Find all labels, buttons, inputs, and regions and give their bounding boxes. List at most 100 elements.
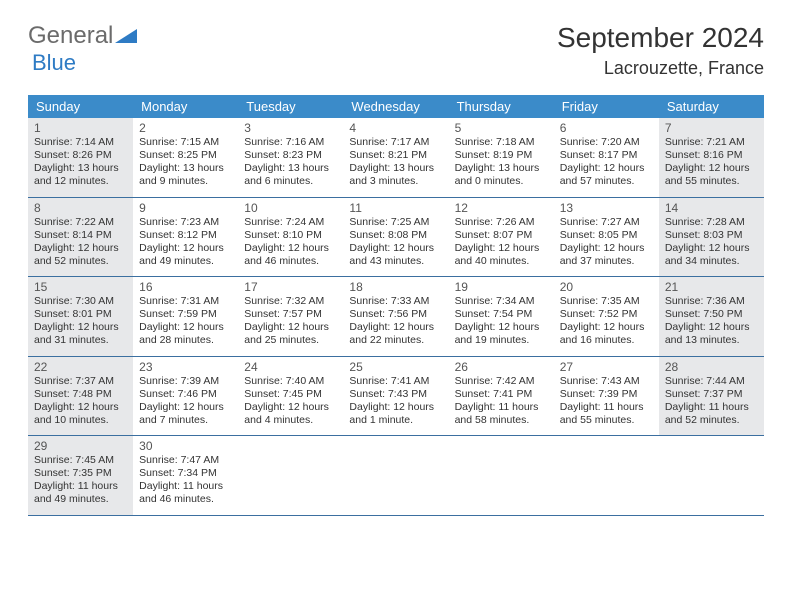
daylight-text: Daylight: 12 hours	[455, 242, 548, 255]
day-number: 22	[34, 360, 127, 374]
sunset-text: Sunset: 7:39 PM	[560, 388, 653, 401]
sunrise-text: Sunrise: 7:47 AM	[139, 454, 232, 467]
calendar-cell-empty	[343, 436, 448, 515]
daylight-text: and 7 minutes.	[139, 414, 232, 427]
daylight-text: Daylight: 12 hours	[244, 242, 337, 255]
sunset-text: Sunset: 8:14 PM	[34, 229, 127, 242]
calendar-cell: 29Sunrise: 7:45 AMSunset: 7:35 PMDayligh…	[28, 436, 133, 515]
daylight-text: and 4 minutes.	[244, 414, 337, 427]
page-header: General September 2024 Lacrouzette, Fran…	[28, 22, 764, 79]
day-header-mon: Monday	[133, 95, 238, 118]
calendar-week: 29Sunrise: 7:45 AMSunset: 7:35 PMDayligh…	[28, 436, 764, 516]
daylight-text: Daylight: 11 hours	[34, 480, 127, 493]
sunrise-text: Sunrise: 7:17 AM	[349, 136, 442, 149]
daylight-text: Daylight: 11 hours	[139, 480, 232, 493]
daylight-text: Daylight: 12 hours	[139, 401, 232, 414]
day-header-wed: Wednesday	[343, 95, 448, 118]
daylight-text: and 46 minutes.	[139, 493, 232, 506]
sunrise-text: Sunrise: 7:36 AM	[665, 295, 758, 308]
daylight-text: and 19 minutes.	[455, 334, 548, 347]
day-header-sat: Saturday	[659, 95, 764, 118]
daylight-text: Daylight: 13 hours	[244, 162, 337, 175]
day-header-tue: Tuesday	[238, 95, 343, 118]
daylight-text: and 13 minutes.	[665, 334, 758, 347]
day-header-row: Sunday Monday Tuesday Wednesday Thursday…	[28, 95, 764, 118]
daylight-text: and 43 minutes.	[349, 255, 442, 268]
day-number: 24	[244, 360, 337, 374]
sunset-text: Sunset: 8:17 PM	[560, 149, 653, 162]
sunset-text: Sunset: 8:21 PM	[349, 149, 442, 162]
calendar-cell: 1Sunrise: 7:14 AMSunset: 8:26 PMDaylight…	[28, 118, 133, 197]
sunset-text: Sunset: 7:50 PM	[665, 308, 758, 321]
calendar-cell: 27Sunrise: 7:43 AMSunset: 7:39 PMDayligh…	[554, 357, 659, 436]
sunset-text: Sunset: 7:35 PM	[34, 467, 127, 480]
day-number: 27	[560, 360, 653, 374]
calendar-cell: 20Sunrise: 7:35 AMSunset: 7:52 PMDayligh…	[554, 277, 659, 356]
daylight-text: and 0 minutes.	[455, 175, 548, 188]
sunset-text: Sunset: 8:01 PM	[34, 308, 127, 321]
sunset-text: Sunset: 7:41 PM	[455, 388, 548, 401]
sunrise-text: Sunrise: 7:23 AM	[139, 216, 232, 229]
calendar-cell: 16Sunrise: 7:31 AMSunset: 7:59 PMDayligh…	[133, 277, 238, 356]
sunrise-text: Sunrise: 7:27 AM	[560, 216, 653, 229]
sunrise-text: Sunrise: 7:20 AM	[560, 136, 653, 149]
sunset-text: Sunset: 8:03 PM	[665, 229, 758, 242]
daylight-text: Daylight: 13 hours	[349, 162, 442, 175]
sunrise-text: Sunrise: 7:22 AM	[34, 216, 127, 229]
daylight-text: Daylight: 12 hours	[139, 321, 232, 334]
calendar-week: 22Sunrise: 7:37 AMSunset: 7:48 PMDayligh…	[28, 357, 764, 437]
sunrise-text: Sunrise: 7:15 AM	[139, 136, 232, 149]
daylight-text: and 55 minutes.	[560, 414, 653, 427]
daylight-text: and 52 minutes.	[34, 255, 127, 268]
sunrise-text: Sunrise: 7:37 AM	[34, 375, 127, 388]
sunset-text: Sunset: 8:25 PM	[139, 149, 232, 162]
sunset-text: Sunset: 7:59 PM	[139, 308, 232, 321]
day-number: 15	[34, 280, 127, 294]
daylight-text: Daylight: 12 hours	[349, 321, 442, 334]
calendar-cell-empty	[449, 436, 554, 515]
sunset-text: Sunset: 7:43 PM	[349, 388, 442, 401]
day-number: 21	[665, 280, 758, 294]
day-number: 3	[244, 121, 337, 135]
daylight-text: and 58 minutes.	[455, 414, 548, 427]
daylight-text: and 6 minutes.	[244, 175, 337, 188]
sunrise-text: Sunrise: 7:34 AM	[455, 295, 548, 308]
day-header-fri: Friday	[554, 95, 659, 118]
daylight-text: and 9 minutes.	[139, 175, 232, 188]
daylight-text: and 49 minutes.	[34, 493, 127, 506]
daylight-text: Daylight: 12 hours	[349, 242, 442, 255]
sunrise-text: Sunrise: 7:26 AM	[455, 216, 548, 229]
daylight-text: Daylight: 11 hours	[665, 401, 758, 414]
sunset-text: Sunset: 7:46 PM	[139, 388, 232, 401]
day-number: 18	[349, 280, 442, 294]
daylight-text: Daylight: 12 hours	[665, 242, 758, 255]
calendar-cell: 24Sunrise: 7:40 AMSunset: 7:45 PMDayligh…	[238, 357, 343, 436]
sunrise-text: Sunrise: 7:18 AM	[455, 136, 548, 149]
sunset-text: Sunset: 7:37 PM	[665, 388, 758, 401]
calendar-cell: 8Sunrise: 7:22 AMSunset: 8:14 PMDaylight…	[28, 198, 133, 277]
day-number: 9	[139, 201, 232, 215]
calendar-cell: 6Sunrise: 7:20 AMSunset: 8:17 PMDaylight…	[554, 118, 659, 197]
day-number: 7	[665, 121, 758, 135]
daylight-text: and 55 minutes.	[665, 175, 758, 188]
daylight-text: Daylight: 12 hours	[244, 321, 337, 334]
daylight-text: and 12 minutes.	[34, 175, 127, 188]
daylight-text: and 25 minutes.	[244, 334, 337, 347]
day-number: 10	[244, 201, 337, 215]
calendar-cell: 9Sunrise: 7:23 AMSunset: 8:12 PMDaylight…	[133, 198, 238, 277]
calendar-cell: 15Sunrise: 7:30 AMSunset: 8:01 PMDayligh…	[28, 277, 133, 356]
calendar-cell: 2Sunrise: 7:15 AMSunset: 8:25 PMDaylight…	[133, 118, 238, 197]
daylight-text: and 52 minutes.	[665, 414, 758, 427]
day-number: 2	[139, 121, 232, 135]
daylight-text: Daylight: 13 hours	[139, 162, 232, 175]
daylight-text: and 16 minutes.	[560, 334, 653, 347]
day-number: 16	[139, 280, 232, 294]
daylight-text: Daylight: 11 hours	[560, 401, 653, 414]
sunset-text: Sunset: 7:45 PM	[244, 388, 337, 401]
daylight-text: and 3 minutes.	[349, 175, 442, 188]
sunrise-text: Sunrise: 7:44 AM	[665, 375, 758, 388]
daylight-text: Daylight: 12 hours	[665, 162, 758, 175]
sunrise-text: Sunrise: 7:45 AM	[34, 454, 127, 467]
day-number: 11	[349, 201, 442, 215]
day-number: 19	[455, 280, 548, 294]
